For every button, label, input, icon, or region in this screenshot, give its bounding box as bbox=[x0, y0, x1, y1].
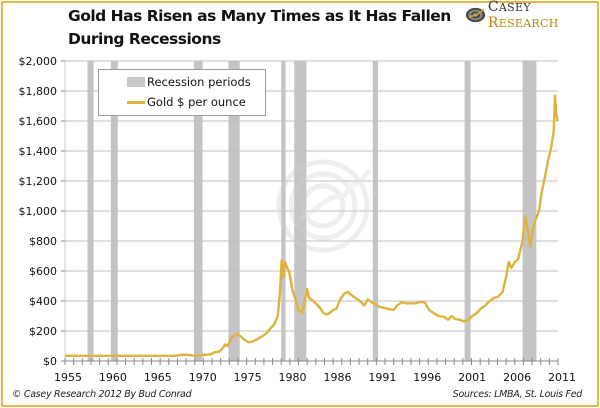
x-tick-label: 1996 bbox=[413, 371, 441, 384]
y-tick-label: $1,600 bbox=[19, 115, 58, 128]
chart-title-line-1: Gold Has Risen as Many Times as It Has F… bbox=[68, 7, 451, 25]
chart-title-line-2: During Recessions bbox=[68, 30, 221, 48]
chart-title: Gold Has Risen as Many Times as It Has F… bbox=[68, 5, 451, 51]
series-gold bbox=[64, 94, 559, 357]
y-tick-label: $0 bbox=[43, 355, 57, 368]
y-tick-label: $200 bbox=[29, 325, 57, 338]
y-tick-label: $1,000 bbox=[19, 205, 58, 218]
y-tick-label: $1,200 bbox=[19, 175, 58, 188]
x-tick-label: 2001 bbox=[458, 371, 486, 384]
logo-esearch: ESEARCH bbox=[498, 17, 559, 30]
y-tick-label: $800 bbox=[29, 235, 57, 248]
legend-label-gold: Gold $ per ounce bbox=[147, 95, 246, 109]
x-tick-label: 1960 bbox=[99, 371, 127, 384]
x-tick-label: 1991 bbox=[368, 371, 396, 384]
logo-asey: ASEY bbox=[498, 1, 531, 14]
legend-label-recession: Recession periods bbox=[147, 75, 251, 89]
legend-swatch-recession bbox=[127, 77, 145, 87]
axes bbox=[61, 60, 559, 365]
x-tick-label: 2006 bbox=[503, 371, 531, 384]
y-tick-label: $1,400 bbox=[19, 145, 58, 158]
y-axis-labels: $0 $200 $400 $600 $800 $1,000 $1,200 $1,400 $1,6… bbox=[19, 55, 58, 368]
legend-item-recession: Recession periods bbox=[127, 73, 251, 91]
x-tick-label: 1955 bbox=[54, 371, 82, 384]
y-tick-label: $1,800 bbox=[19, 85, 58, 98]
x-axis-labels: 1955 1960 1965 1970 1975 1980 1986 1991 1996 2001… bbox=[54, 371, 576, 384]
x-tick-label: 1970 bbox=[189, 371, 217, 384]
logo-r: R bbox=[487, 15, 499, 31]
copyright-note: © Casey Research 2012 By Bud Conrad bbox=[12, 389, 192, 400]
sources-note: Sources: LMBA, St. Louis Fed bbox=[452, 389, 583, 400]
x-tick-label: 2011 bbox=[548, 371, 576, 384]
y-tick-label: $600 bbox=[29, 265, 57, 278]
casey-research-logo-icon bbox=[465, 7, 486, 23]
watermark-logo-icon bbox=[276, 159, 372, 253]
x-tick-label: 1980 bbox=[279, 371, 307, 384]
x-tick-label: 1965 bbox=[144, 371, 172, 384]
chart-legend: Recession periods Gold $ per ounce bbox=[98, 69, 266, 116]
logo-wordmark: CASEY RESEARCH bbox=[488, 0, 600, 31]
x-tick-label: 1975 bbox=[234, 371, 262, 384]
y-tick-label: $2,000 bbox=[19, 55, 58, 68]
logo-c: C bbox=[487, 0, 499, 15]
legend-item-gold: Gold $ per ounce bbox=[127, 93, 246, 111]
legend-swatch-gold bbox=[127, 100, 145, 104]
x-tick-label: 1986 bbox=[323, 371, 351, 384]
y-tick-label: $400 bbox=[29, 295, 57, 308]
gold-price-line bbox=[65, 94, 559, 357]
casey-research-logo: CASEY RESEARCH bbox=[465, 0, 600, 31]
